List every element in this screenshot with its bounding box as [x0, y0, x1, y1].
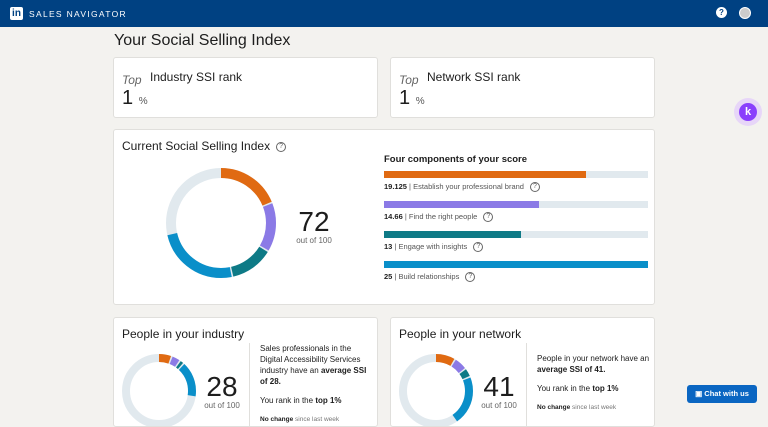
rank-label: Network SSI rank — [427, 70, 521, 84]
donut-segment — [166, 168, 276, 278]
component-name: | Engage with insights — [392, 242, 468, 252]
component-bar-fill — [384, 171, 586, 178]
rank-unit: % — [415, 96, 425, 107]
out-of-label: out of 100 — [296, 236, 332, 245]
rank-value: top 1% — [592, 384, 619, 393]
network-average: average SSI of 41. — [537, 365, 606, 374]
industry-card: People in your industry 28 out of 100 Sal… — [113, 317, 378, 427]
network-donut — [399, 354, 473, 426]
chat-button[interactable]: ▣ Chat with us — [687, 385, 757, 403]
k-logo-icon: k — [739, 103, 757, 121]
network-title: People in your network — [399, 327, 522, 341]
rank-text: You rank in the — [537, 384, 593, 393]
rank-value: 1 — [399, 87, 411, 109]
component-name: | Establish your professional brand — [406, 182, 524, 191]
component-bar — [384, 261, 648, 269]
avatar[interactable] — [739, 7, 751, 19]
industry-score: 28 — [206, 371, 238, 402]
change-status: No change — [260, 416, 294, 423]
component-bar — [384, 171, 648, 178]
page-title: Your Social Selling Index — [114, 32, 291, 49]
ssi-donut — [166, 168, 276, 278]
linkedin-logo[interactable]: in — [10, 7, 23, 20]
donut-segment — [122, 354, 196, 426]
help-icon[interactable]: ? — [716, 7, 727, 18]
industry-average: average SSI of 28. — [260, 366, 367, 386]
help-icon[interactable]: ? — [483, 212, 494, 223]
ssi-title: Current Social Selling Index — [122, 139, 271, 153]
help-icon[interactable]: ? — [276, 141, 287, 152]
component-value: 13 — [384, 242, 393, 252]
component-label: 25 | Build relationships? — [384, 272, 648, 283]
change-text: since last week — [293, 416, 340, 423]
help-icon[interactable]: ? — [465, 272, 476, 283]
donut-segment — [399, 354, 473, 426]
donut-segment — [122, 354, 196, 426]
network-score: 41 — [483, 371, 515, 402]
donut-segment — [166, 168, 276, 278]
industry-title: People in your industry — [122, 327, 245, 341]
component-value: 14.66 — [384, 212, 403, 222]
top-label: Top — [399, 73, 419, 87]
chat-label: Chat with us — [704, 389, 749, 398]
rank-value: 1 — [122, 87, 134, 109]
network-desc: People in your network have an — [537, 354, 650, 363]
rank-text: You rank in the — [260, 396, 316, 405]
network-card: People in your network 41 out of 100 Peop… — [390, 317, 655, 427]
industry-desc: Sales professionals in the Digital Acces… — [260, 344, 361, 375]
rank-unit: % — [138, 96, 148, 107]
industry-rank-card: Top Industry SSI rank 1 % — [113, 57, 378, 118]
donut-segment — [399, 354, 473, 426]
component-bar-fill — [384, 231, 522, 239]
top-nav: in SALES NAVIGATOR ? — [0, 0, 768, 27]
change-status: No change — [537, 404, 571, 411]
network-rank-card: Top Network SSI rank 1 % — [390, 57, 655, 118]
out-of-label: out of 100 — [481, 401, 517, 410]
top-label: Top — [122, 73, 142, 87]
component-label: 19.125 | Establish your professional bra… — [384, 182, 648, 193]
component-name: | Build relationships — [392, 272, 460, 282]
components: Four components of your score 19.125 | E… — [384, 154, 648, 291]
rank-label: Industry SSI rank — [150, 70, 243, 84]
ssi-score: 72 — [298, 206, 330, 237]
brand-name[interactable]: SALES NAVIGATOR — [29, 8, 127, 19]
component-label: 13 | Engage with insights? — [384, 242, 648, 253]
component-value: 19.125 — [384, 182, 407, 191]
change-text: since last week — [570, 404, 617, 411]
component-label: 14.66 | Find the right people? — [384, 212, 648, 223]
donut-segment — [166, 168, 276, 278]
component-value: 25 — [384, 272, 393, 282]
rank-value: top 1% — [315, 396, 342, 405]
component-bar — [384, 201, 648, 209]
help-icon[interactable]: ? — [473, 242, 484, 253]
assistant-fab[interactable]: k — [734, 98, 762, 126]
components-title: Four components of your score — [384, 154, 528, 165]
industry-donut — [122, 354, 196, 426]
out-of-label: out of 100 — [204, 401, 240, 410]
component-name: | Find the right people — [402, 212, 478, 222]
component-bar — [384, 231, 648, 239]
help-icon[interactable]: ? — [529, 182, 540, 193]
ssi-card: Current Social Selling Index? 72 out of 1… — [113, 129, 655, 305]
component-bar-fill — [384, 201, 539, 209]
component-bar-fill — [384, 261, 648, 269]
